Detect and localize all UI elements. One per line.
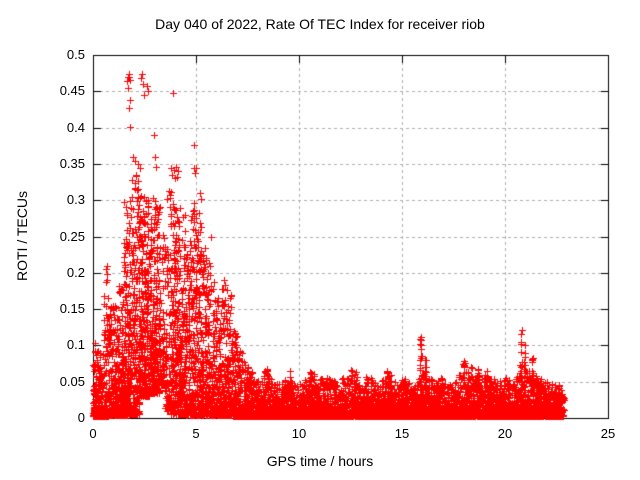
y-tick-label: 0.1 <box>66 337 85 353</box>
x-tick-label: 10 <box>291 426 307 441</box>
y-tick-label: 0.3 <box>66 192 85 208</box>
y-tick-label: 0.05 <box>59 373 85 389</box>
y-tick-label: 0.2 <box>66 264 85 280</box>
x-tick-label: 5 <box>192 426 200 441</box>
y-tick-label: 0.5 <box>66 47 85 62</box>
x-tick-label: 0 <box>89 426 97 441</box>
x-tick-label: 20 <box>497 426 513 441</box>
y-tick-label: 0.35 <box>59 155 85 171</box>
y-tick-label: 0.4 <box>66 119 85 135</box>
x-tick-label: 25 <box>600 426 616 441</box>
y-tick-label: 0 <box>77 410 85 425</box>
x-tick-label: 15 <box>394 426 410 441</box>
y-tick-label: 0.45 <box>59 83 85 99</box>
y-tick-label: 0.25 <box>59 228 85 244</box>
chart-title: Day 040 of 2022, Rate Of TEC Index for r… <box>155 16 485 32</box>
y-tick-label: 0.15 <box>59 301 85 317</box>
x-axis-label: GPS time / hours <box>266 453 374 469</box>
